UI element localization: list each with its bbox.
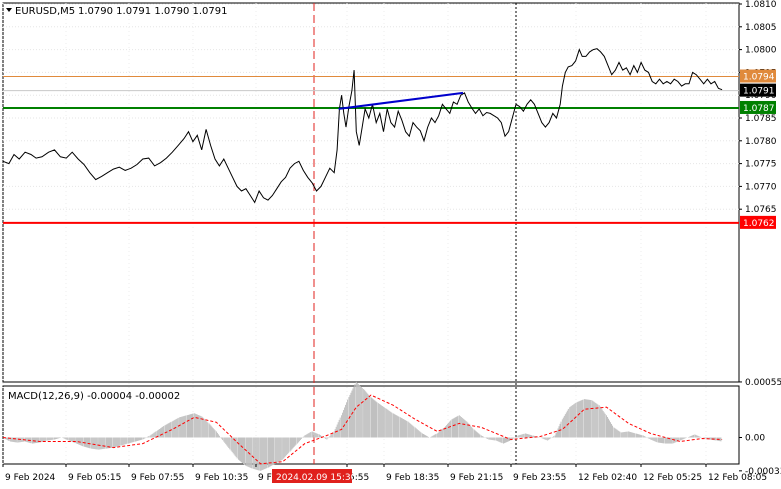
price-panel[interactable]	[2, 2, 740, 383]
y-tick-label: 1.0770	[745, 182, 777, 192]
y-tick-label: 1.0765	[745, 205, 777, 215]
y-tick-label: 1.0805	[745, 23, 777, 33]
current-price-badge	[740, 83, 776, 97]
macd-signal-line	[2, 394, 723, 465]
x-tick-label: 9 Feb 2024	[5, 473, 56, 483]
current-price-label: 1.0791	[743, 87, 775, 97]
level-badge	[740, 69, 776, 83]
macd-tick-label: 0.00055	[745, 378, 781, 388]
x-tick-label: 9 Feb 23:55	[513, 473, 566, 483]
macd-histogram	[3, 381, 722, 471]
x-tick-label: 12 Feb 02:40	[578, 473, 637, 483]
x-tick-label: 12 Feb 05:25	[643, 473, 702, 483]
level-badge	[740, 215, 776, 229]
x-tick-label: 9 Feb 05:15	[68, 473, 121, 483]
cursor-time-label: 2024.02.09 15:30	[276, 473, 357, 483]
x-tick-label: 9 Feb 07:55	[131, 473, 184, 483]
y-tick-label: 1.0785	[745, 114, 777, 124]
chart-header: EURUSD,M5 1.0790 1.0791 1.0790 1.0791	[6, 6, 228, 17]
cursor-time-badge: 2024.02.09 15:30	[272, 469, 357, 483]
price-series-line	[2, 48, 723, 204]
level-badge	[740, 100, 776, 114]
level-badge-label: 1.0762	[743, 219, 775, 229]
dropdown-triangle-icon[interactable]	[6, 8, 12, 12]
macd-axis: 0.00055 0.00 -0.00033	[739, 378, 781, 477]
x-tick-label: 9 Feb 10:35	[195, 473, 248, 483]
level-badge-label: 1.0794	[743, 73, 775, 83]
level-badge-label: 1.0787	[743, 104, 775, 114]
x-tick-label: 12 Feb 08:05	[708, 473, 767, 483]
x-tick-label: 5:55	[349, 473, 369, 483]
y-tick-label: 1.0780	[745, 137, 777, 147]
x-tick-label: 9 Feb 21:15	[450, 473, 503, 483]
grid-lines	[2, 3, 739, 464]
ohlc-label: 1.0790 1.0791 1.0790 1.0791	[78, 6, 228, 17]
y-tick-label: 1.0810	[745, 0, 777, 10]
y-tick-label: 1.0800	[745, 46, 777, 56]
macd-tick-label: 0.00	[745, 434, 765, 444]
macd-label: MACD(12,26,9) -0.00004 -0.00002	[8, 391, 180, 402]
x-tick-label: 9 F	[258, 473, 272, 483]
y-tick-label: 1.0775	[745, 160, 777, 170]
x-tick-label: 9 Feb 18:35	[386, 473, 439, 483]
macd-tick-label: -0.00033	[745, 467, 781, 477]
time-axis[interactable]: 9 Feb 2024 9 Feb 05:15 9 Feb 07:55 9 Feb 10…	[2, 464, 767, 483]
symbol-label: EURUSD,M5	[15, 6, 75, 17]
level-badges: 1.0794 1.0787 1.0762 1.0791	[740, 69, 776, 229]
trend-line[interactable]	[338, 91, 464, 110]
